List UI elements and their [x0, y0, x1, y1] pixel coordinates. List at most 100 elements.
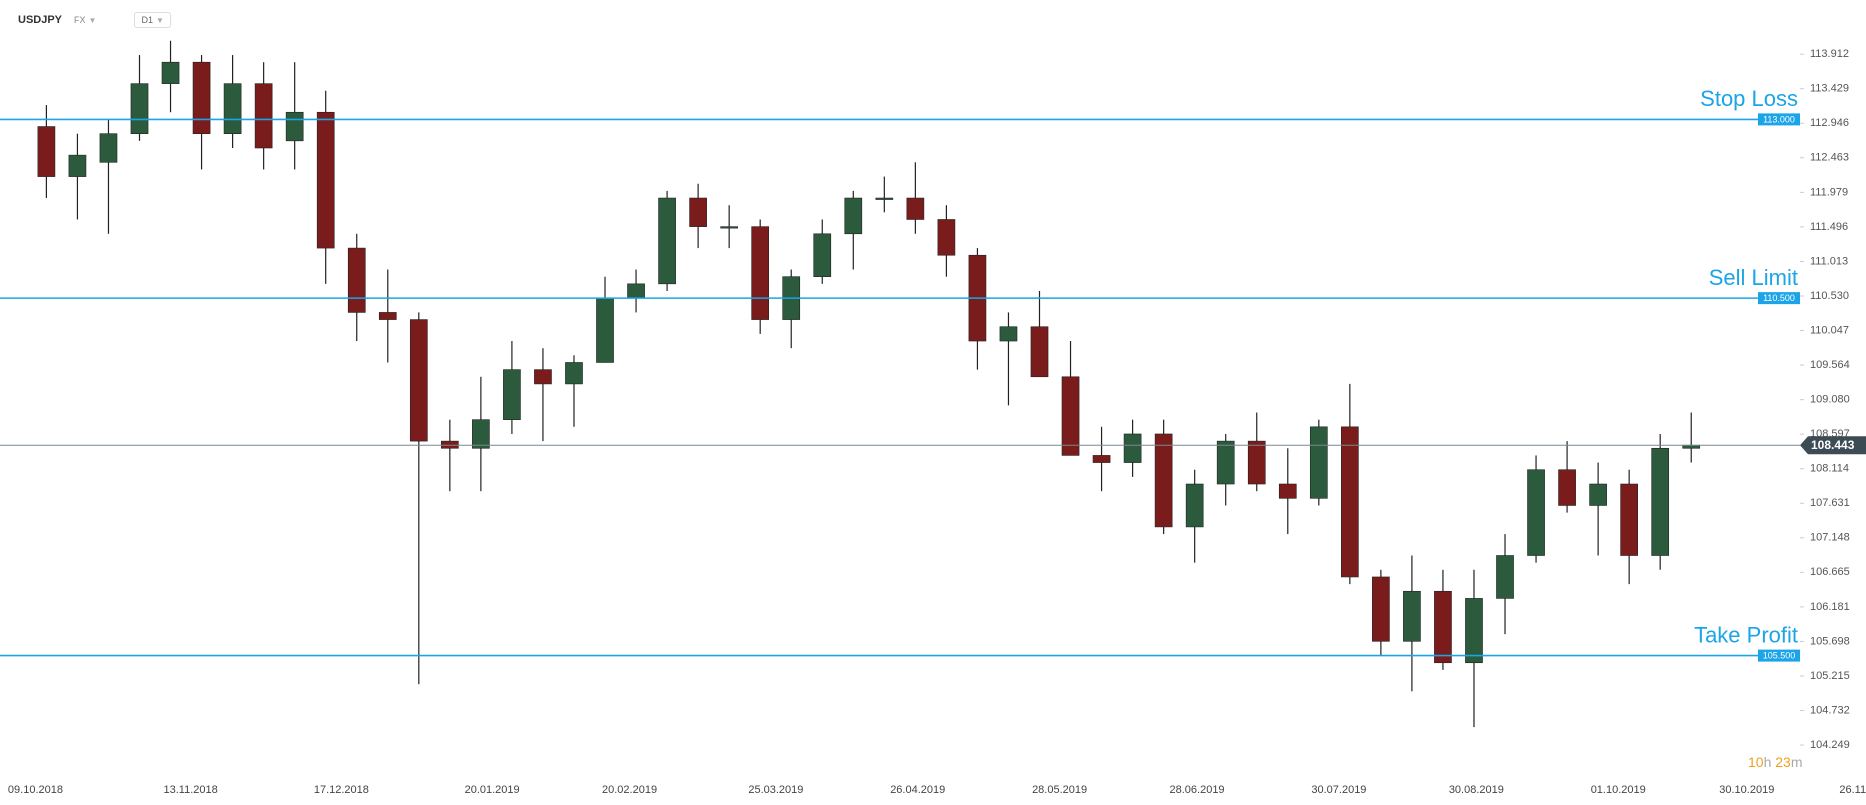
- y-tick-label: 111.013: [1810, 255, 1848, 267]
- y-tick-label: 105.698: [1810, 635, 1850, 647]
- last-price-badge: [1800, 436, 1866, 455]
- y-tick-label: 112.463: [1810, 152, 1849, 164]
- x-tick-label: 09.10.2018: [8, 784, 63, 796]
- hours: 10: [1748, 754, 1764, 770]
- order-level-badge: [1758, 292, 1800, 305]
- candle-body: [751, 226, 770, 320]
- y-tick-label: 113.912: [1810, 48, 1849, 60]
- candle-body: [68, 154, 87, 177]
- candle-body: [1309, 426, 1328, 499]
- caret: ▼: [88, 16, 97, 25]
- candle-body: [1589, 483, 1607, 506]
- minutes: 23: [1775, 754, 1791, 770]
- candle-body: [130, 83, 149, 134]
- order-level-name: Stop Loss: [1700, 86, 1798, 111]
- candle-body: [378, 312, 397, 320]
- hours-unit: h: [1763, 754, 1772, 770]
- candle-body: [441, 440, 459, 449]
- symbol[interactable]: USDJPY: [18, 14, 63, 26]
- candle-body: [1123, 433, 1142, 463]
- y-tick-label: 108.114: [1810, 463, 1849, 475]
- x-tick-label: 28.05.2019: [1032, 784, 1087, 796]
- x-tick-label: 20.02.2019: [602, 784, 657, 796]
- candle-body: [658, 197, 676, 285]
- y-tick-label: 105.215: [1810, 670, 1850, 682]
- candle-body: [1061, 376, 1080, 456]
- countdown: 10h 23m: [1748, 754, 1803, 770]
- candle-body: [1154, 433, 1173, 528]
- candle-body: [1216, 440, 1235, 485]
- candle-body: [1372, 576, 1390, 642]
- candle-body: [999, 326, 1018, 342]
- candle-body: [254, 83, 273, 149]
- x-tick-label: 17.12.2018: [314, 784, 369, 796]
- candle-body: [1434, 590, 1452, 664]
- order-level-price: 113.000: [1763, 114, 1795, 124]
- candle-body: [285, 111, 304, 142]
- x-tick-label: 26.11.2019: [1839, 784, 1866, 796]
- candle-body: [1403, 590, 1421, 642]
- candle-body: [689, 197, 707, 227]
- last-price-label: 108.443: [1811, 438, 1855, 452]
- interval: D1: [141, 15, 153, 25]
- order-level-price: 105.500: [1763, 650, 1796, 660]
- candle-body: [1651, 447, 1670, 556]
- candle-body: [1620, 483, 1638, 556]
- candle-body: [223, 83, 242, 134]
- x-tick-label: 26.04.2019: [890, 784, 945, 796]
- caret: ▼: [155, 16, 164, 25]
- y-tick-label: 107.631: [1810, 497, 1850, 509]
- y-tick-label: 111.496: [1810, 221, 1848, 233]
- x-tick-label: 30.08.2019: [1449, 784, 1504, 796]
- candle-body: [875, 197, 894, 200]
- y-tick-label: 111.979: [1810, 186, 1848, 198]
- candle-body: [316, 111, 335, 249]
- candle-body: [1527, 469, 1545, 556]
- candle-body: [844, 197, 863, 235]
- y-tick-label: 110.047: [1810, 324, 1849, 336]
- candle-body: [720, 226, 738, 229]
- y-tick-label: 107.148: [1810, 532, 1850, 544]
- order-level-name: Take Profit: [1694, 622, 1798, 647]
- candle-body: [161, 61, 180, 84]
- market: FX: [74, 15, 86, 25]
- x-tick-label: 01.10.2019: [1591, 784, 1646, 796]
- y-tick-label: 109.564: [1810, 359, 1850, 371]
- candle-body: [37, 126, 56, 177]
- x-tick-label: 30.07.2019: [1311, 784, 1366, 796]
- x-tick-label: 28.06.2019: [1170, 784, 1225, 796]
- candle-body: [1341, 426, 1359, 578]
- candle-body: [596, 297, 614, 363]
- x-tick-label: 20.01.2019: [465, 784, 520, 796]
- candle-body: [534, 369, 552, 385]
- candle-body: [627, 283, 645, 299]
- header: USDJPY FX ▼ D1 ▼: [18, 12, 171, 28]
- candle-body: [503, 369, 521, 420]
- candle-body: [906, 197, 925, 220]
- candle-body: [1247, 440, 1266, 485]
- candle-body: [99, 133, 118, 163]
- order-level-name: Sell Limit: [1709, 265, 1798, 290]
- candle-body: [813, 233, 832, 277]
- y-tick-label: 106.665: [1810, 566, 1850, 578]
- y-tick-label: 112.946: [1810, 117, 1849, 129]
- candle-body: [472, 419, 490, 449]
- y-tick-label: 106.181: [1810, 601, 1850, 613]
- candle-body: [1185, 483, 1204, 528]
- candle-body: [1030, 326, 1049, 378]
- candle-body: [1496, 555, 1514, 599]
- y-tick-label: 109.080: [1810, 394, 1850, 406]
- market-select[interactable]: FX ▼: [74, 14, 96, 26]
- interval-select[interactable]: D1 ▼: [134, 12, 171, 28]
- order-level-badge: [1758, 113, 1800, 126]
- candle-body: [1278, 483, 1297, 499]
- x-tick-label: 25.03.2019: [748, 784, 803, 796]
- candle-body: [1465, 598, 1483, 664]
- order-level-price: 110.500: [1763, 293, 1795, 303]
- candle-body: [347, 247, 366, 313]
- candle-body: [409, 319, 428, 442]
- y-tick-label: 110.530: [1810, 290, 1849, 302]
- minutes-unit: m: [1790, 754, 1803, 770]
- y-tick-label: 104.249: [1810, 739, 1850, 751]
